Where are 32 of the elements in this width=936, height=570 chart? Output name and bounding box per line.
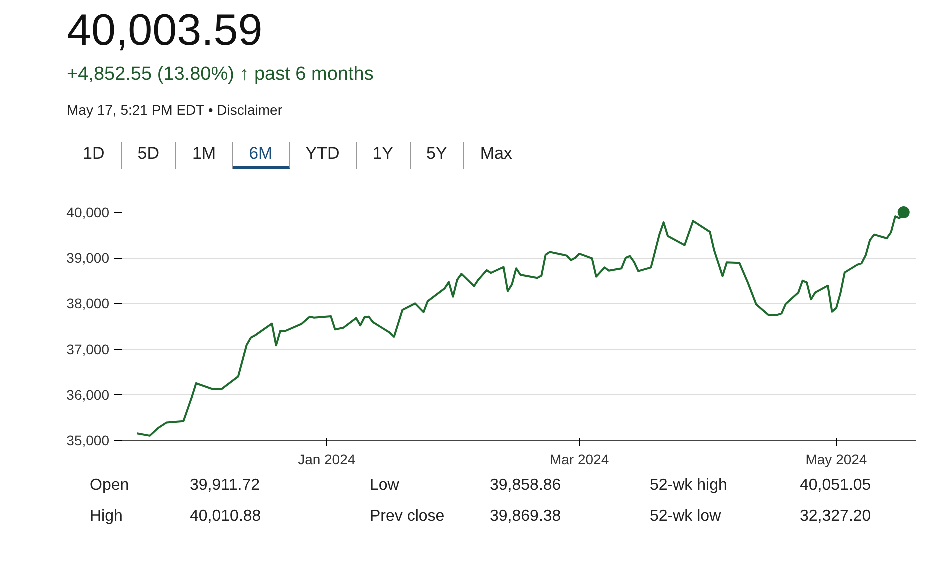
y-tick-label: 35,000 — [66, 432, 110, 448]
text: 5Y — [410, 142, 464, 170]
text: 40,010.88 — [190, 506, 262, 527]
y-tick-label: 40,000 — [66, 204, 110, 220]
chart-title: 40,003.59 — [67, 5, 264, 57]
text: Prev close — [370, 506, 446, 527]
text: High — [90, 506, 124, 527]
text: Max — [479, 143, 514, 166]
y-tick-label: 37,000 — [66, 341, 110, 358]
text: 32,327.20 — [800, 506, 872, 527]
x-tick-label: May 2024 — [806, 452, 868, 468]
text: 5D — [122, 142, 176, 170]
chart-subtitle: +4,852.55 (13.80%) ↑ past 6 months — [67, 63, 375, 87]
text: Open — [90, 476, 130, 496]
text: 1M — [176, 142, 234, 170]
y-tick-label: 38,000 — [66, 296, 110, 312]
text: 40,051.05 — [800, 476, 872, 496]
x-tick-label: Jan 2024 — [298, 452, 356, 468]
text: 52-wk high — [650, 476, 728, 496]
text: 39,911.72 — [190, 476, 261, 496]
y-tick-label: 36,000 — [66, 386, 110, 403]
text: 1D — [67, 142, 122, 170]
text: 52-wk low — [650, 506, 722, 527]
text: YTD — [290, 142, 357, 170]
x-tick-label: Mar 2024 — [550, 452, 610, 468]
y-tick-label: 39,000 — [66, 250, 110, 266]
text: 39,869.38 — [490, 506, 562, 527]
text: Low — [370, 476, 400, 496]
text: 39,858.86 — [490, 476, 562, 496]
text: May 17, 5:21 PM EDT • Disclaimer — [67, 101, 284, 120]
text: 6M — [233, 142, 290, 170]
text: 1Y — [356, 142, 411, 170]
